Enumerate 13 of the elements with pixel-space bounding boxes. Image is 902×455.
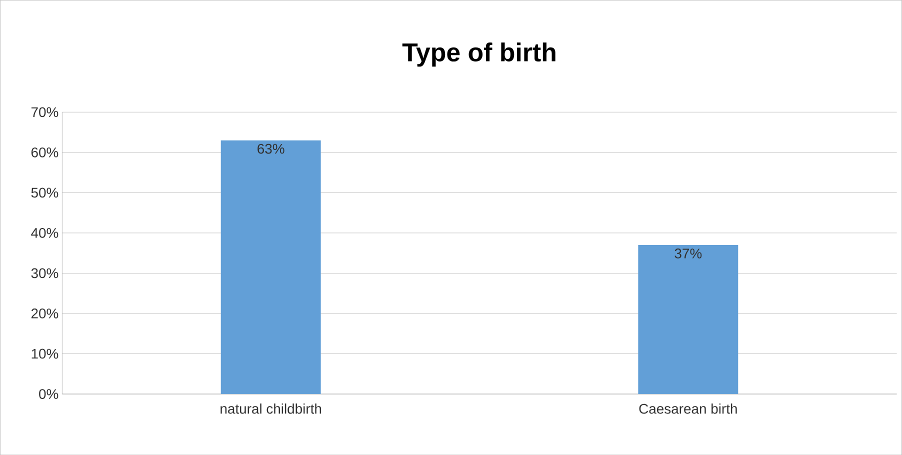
- y-tick-label: 30%: [31, 268, 58, 278]
- data-label: 63%: [258, 144, 284, 154]
- y-tick-label: 20%: [31, 308, 58, 318]
- y-tick-label: 70%: [31, 107, 58, 117]
- x-tick-label: Caesarean birth: [639, 403, 737, 414]
- chart-title: Type of birth: [402, 42, 556, 67]
- y-tick-label: 0%: [39, 388, 58, 399]
- y-tick-label: 40%: [31, 228, 58, 238]
- y-tick-label: 60%: [31, 147, 58, 158]
- y-tick-label: 50%: [31, 188, 58, 198]
- x-tick-label: natural childbirth: [220, 403, 322, 414]
- y-tick-label: 10%: [32, 348, 58, 359]
- data-label: 37%: [674, 248, 702, 258]
